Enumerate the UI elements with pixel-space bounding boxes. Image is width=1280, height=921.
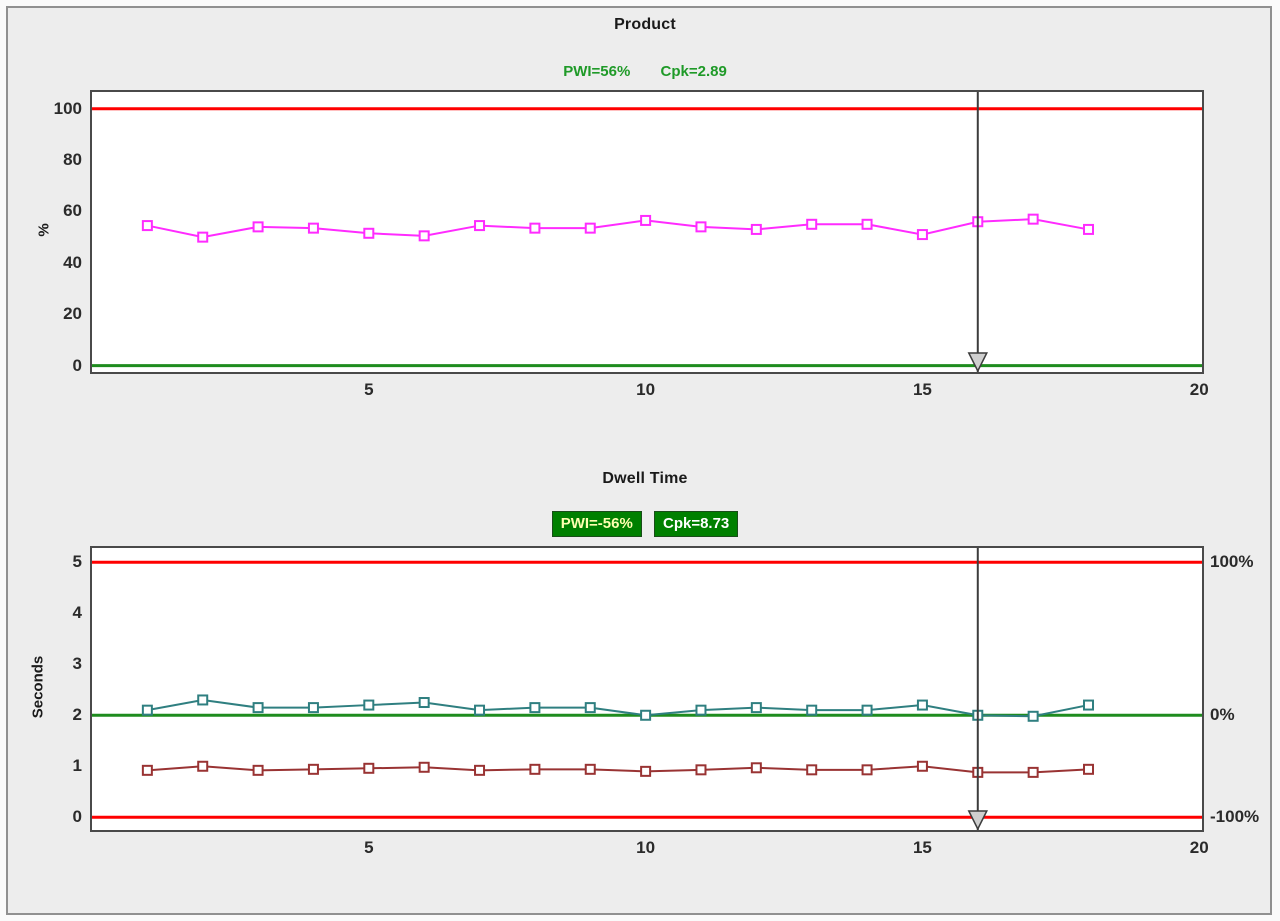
plot-area-dwell-time[interactable]	[90, 546, 1204, 832]
dwell-time-upper-line	[147, 698, 1089, 718]
y-tick-label: 2	[72, 705, 82, 725]
dwell-time-upper-marker	[695, 704, 707, 716]
pwi-badge: PWI=-56%	[551, 511, 642, 537]
dwell-time-upper-marker	[584, 702, 596, 714]
dwell-time-upper-marker	[307, 702, 319, 714]
y-axis-label-percent: %	[35, 223, 53, 237]
product-percent-marker	[418, 230, 430, 242]
pwi-value: PWI=56%	[563, 63, 631, 80]
x-tick-label: 5	[364, 838, 374, 857]
dwell-time-lower-line	[147, 765, 1089, 774]
x-tick-label: 20	[1189, 838, 1209, 857]
y-tick-label: 60	[63, 201, 82, 221]
product-percent-marker	[529, 222, 541, 234]
dwell-time-lower-marker	[474, 764, 486, 776]
dwell-time-upper-marker	[197, 694, 209, 706]
dwell-time-upper-marker	[1083, 699, 1095, 711]
product-percent-marker	[141, 220, 153, 232]
chart-canvas	[92, 548, 1202, 830]
right-axis-label: -100%	[1210, 807, 1260, 827]
product-percent-marker	[1083, 223, 1095, 235]
y-tick-label: 20	[63, 304, 82, 324]
dwell-time-upper-marker	[1027, 710, 1039, 722]
product-percent-marker	[197, 231, 209, 243]
product-percent-marker	[474, 220, 486, 232]
cpk-badge: Cpk=8.73	[653, 511, 739, 537]
product-percent-marker	[584, 222, 596, 234]
dwell-time-upper-marker	[252, 702, 264, 714]
dwell-time-lower-marker	[695, 764, 707, 776]
dwell-time-lower-marker	[141, 764, 153, 776]
y-tick-label: 4	[72, 603, 82, 623]
chart-stats-product: PWI=56% Cpk=2.89	[90, 63, 1200, 80]
dwell-time-upper-marker	[474, 704, 486, 716]
product-percent-marker	[252, 221, 264, 233]
spc-charts-panel: Product PWI=56% Cpk=2.89 % Dwell Time PW…	[6, 6, 1272, 915]
y-tick-label: 0	[72, 355, 82, 375]
dwell-time-upper-marker	[640, 709, 652, 721]
dwell-time-lower-marker	[584, 763, 596, 775]
product-percent-marker	[695, 221, 707, 233]
dwell-time-lower-marker	[418, 761, 430, 773]
dwell-time-upper-marker	[916, 699, 928, 711]
right-axis-label: 0%	[1210, 705, 1235, 725]
y-tick-label: 40	[63, 252, 82, 272]
dwell-time-lower-marker	[916, 760, 928, 772]
dwell-time-lower-marker	[1027, 766, 1039, 778]
y-tick-label: 100	[53, 98, 82, 118]
y-tick-label: 1	[72, 756, 82, 776]
dwell-time-upper-marker	[141, 704, 153, 716]
dwell-time-lower-marker	[197, 760, 209, 772]
x-tick-label: 20	[1189, 380, 1209, 399]
x-tick-label: 10	[636, 380, 656, 399]
right-axis-label: 100%	[1210, 552, 1254, 572]
dwell-time-lower-marker	[806, 764, 818, 776]
product-percent-marker	[806, 218, 818, 230]
dwell-time-upper-marker	[750, 702, 762, 714]
product-percent-marker	[1027, 213, 1039, 225]
cursor-handle-triangle-icon[interactable]	[967, 352, 988, 372]
x-tick-label: 5	[364, 380, 374, 399]
y-tick-label: 5	[72, 552, 82, 572]
x-tick-label: 10	[636, 838, 656, 857]
dwell-time-lower-marker	[861, 764, 873, 776]
cursor-handle-triangle-icon[interactable]	[967, 810, 988, 830]
dwell-time-upper-marker	[529, 702, 541, 714]
product-percent-line	[147, 218, 1089, 239]
dwell-time-upper-marker	[363, 699, 375, 711]
product-percent-marker	[363, 227, 375, 239]
dwell-time-upper-marker	[861, 704, 873, 716]
dwell-time-lower-marker	[640, 765, 652, 777]
dwell-time-lower-marker	[750, 762, 762, 774]
chart-canvas	[92, 92, 1202, 372]
x-tick-label: 15	[912, 838, 932, 857]
dwell-time-upper-marker	[418, 697, 430, 709]
chart-stats-dwell-time: PWI=-56% Cpk=8.73	[90, 511, 1200, 537]
product-percent-marker	[861, 218, 873, 230]
dwell-time-lower-marker	[307, 763, 319, 775]
dwell-time-lower-marker	[252, 764, 264, 776]
cpk-value: Cpk=2.89	[660, 63, 727, 80]
y-tick-label: 3	[72, 654, 82, 674]
dwell-time-lower-marker	[363, 762, 375, 774]
product-percent-marker	[307, 222, 319, 234]
y-tick-label: 0	[72, 807, 82, 827]
chart-title-product: Product	[614, 16, 676, 33]
x-tick-label: 15	[912, 380, 932, 399]
product-percent-marker	[916, 229, 928, 241]
chart-title-dwell-time: Dwell Time	[602, 470, 688, 487]
product-percent-marker	[750, 223, 762, 235]
product-percent-marker	[640, 214, 652, 226]
plot-area-product[interactable]	[90, 90, 1204, 374]
dwell-time-lower-marker	[529, 763, 541, 775]
y-tick-label: 80	[63, 150, 82, 170]
dwell-time-upper-marker	[806, 704, 818, 716]
dwell-time-lower-marker	[1083, 763, 1095, 775]
